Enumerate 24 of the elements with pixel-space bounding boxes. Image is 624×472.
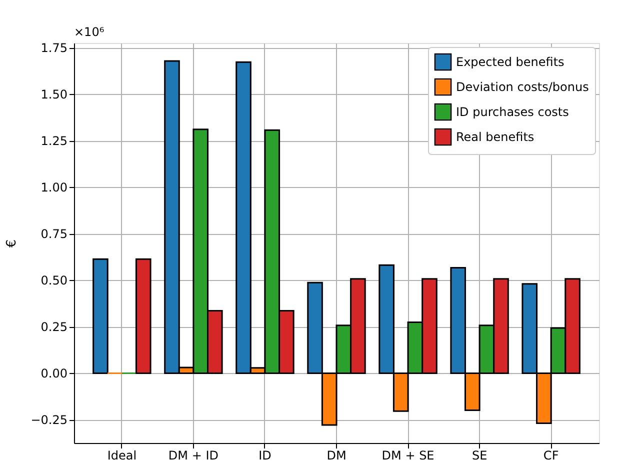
x-tick-label: Ideal [107, 448, 137, 462]
y-axis-title: € [4, 239, 20, 248]
y-tick-label: 0.50 [40, 274, 68, 288]
x-tick-label: SE [472, 448, 488, 462]
y-tick-label: 1.00 [40, 180, 68, 195]
y-tick-label: 1.50 [40, 88, 68, 102]
legend-label: Real benefits [456, 130, 534, 144]
bar [92, 258, 108, 374]
legend-label: Deviation costs/bonus [456, 80, 589, 94]
x-tick-label: DM + ID [168, 448, 218, 462]
x-tick-label: CF [543, 448, 559, 462]
y-tick-label: 0.25 [40, 320, 68, 334]
y-tick-label: 1.25 [40, 134, 68, 148]
y-tick-label: 0.75 [40, 227, 68, 242]
bar [135, 258, 152, 374]
x-tick-label: DM + SE [382, 448, 434, 462]
x-tick-label: ID [258, 448, 272, 462]
y-tick-label: −0.25 [30, 413, 68, 428]
y-tick-label: 1.75 [40, 41, 68, 56]
y-tick-label: 0.00 [40, 366, 68, 381]
text: ×10⁶ [74, 25, 104, 39]
legend-label: Expected benefits [456, 55, 564, 69]
x-tick-label: DM [326, 448, 346, 462]
legend-label: ID purchases costs [456, 105, 569, 119]
